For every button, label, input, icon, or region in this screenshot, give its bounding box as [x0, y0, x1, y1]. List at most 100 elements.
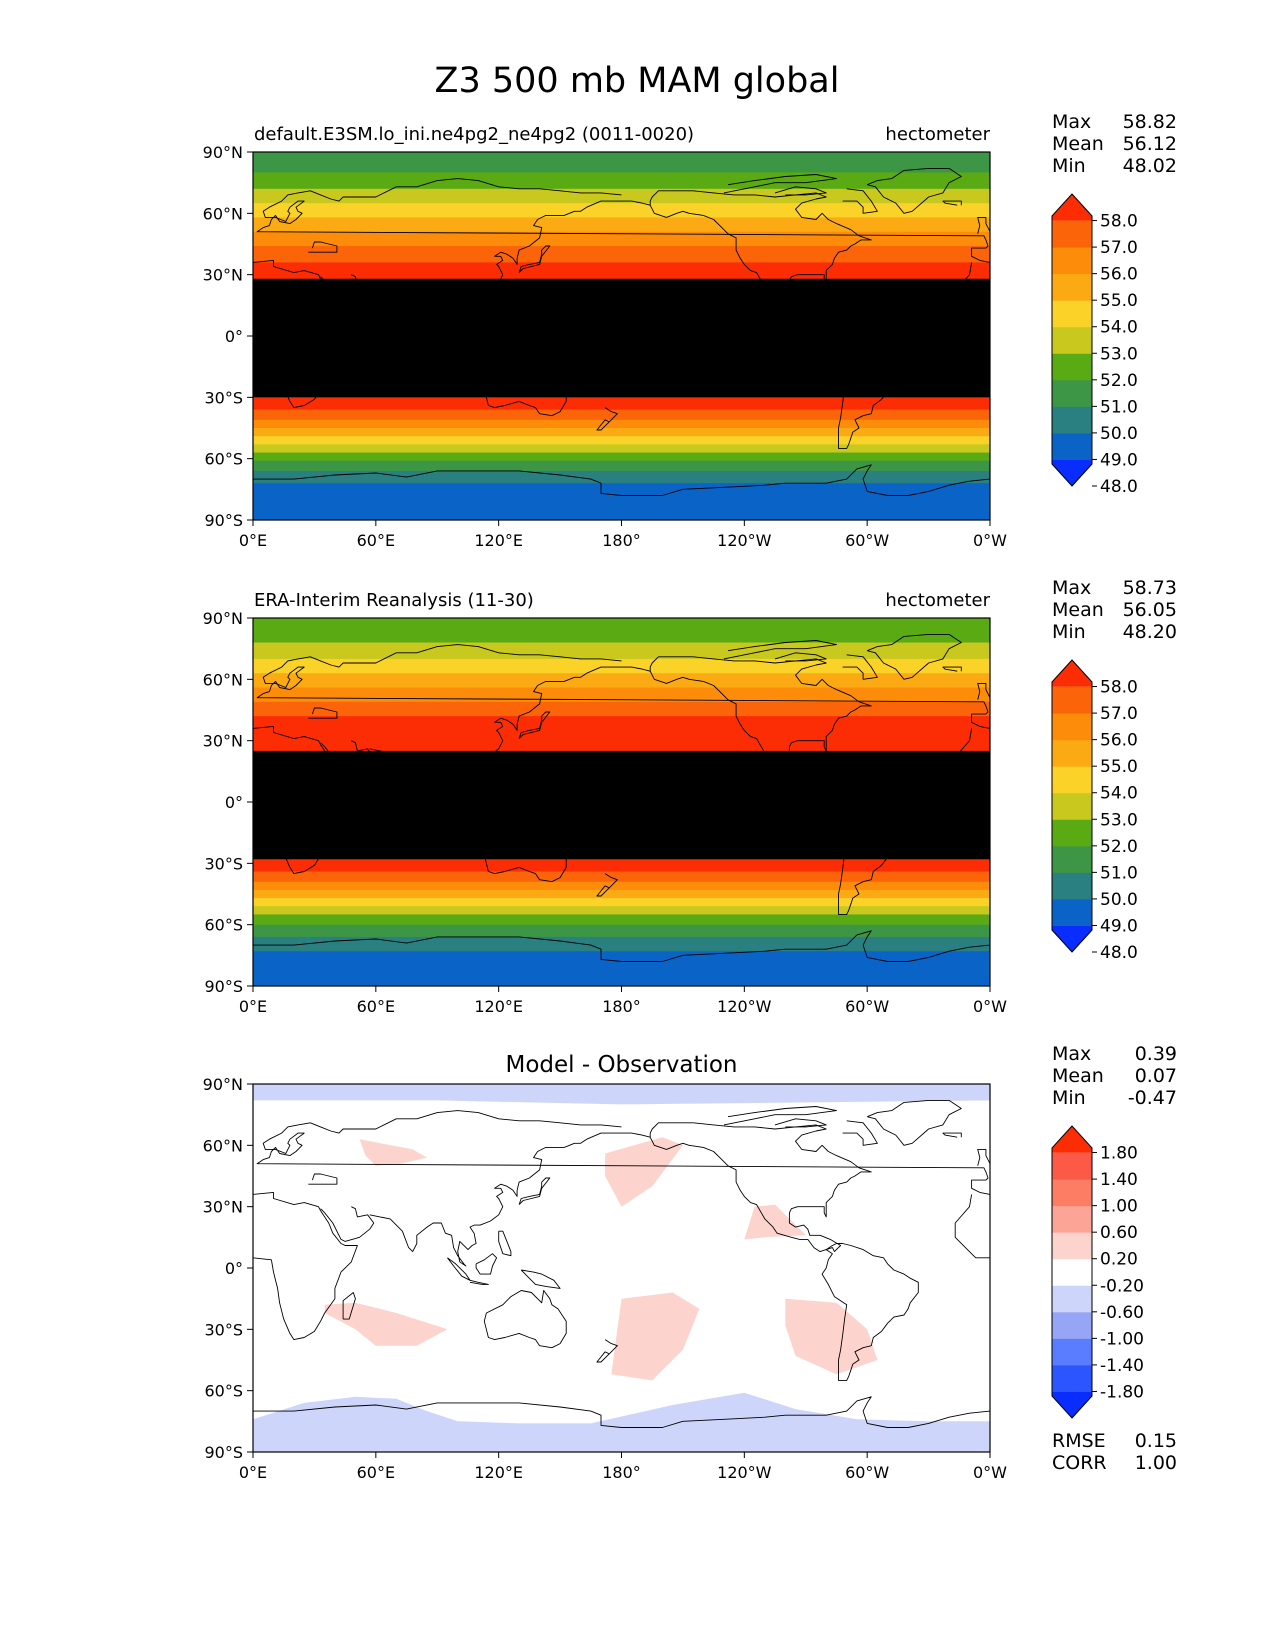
stat-label: Mean [1052, 1065, 1104, 1087]
y-tick-label: 60°N [203, 1136, 243, 1155]
coastline [253, 725, 358, 875]
panel-units: hectometer [885, 590, 990, 611]
coastline [518, 245, 551, 273]
stat-mean: 0.07 [1135, 1065, 1177, 1087]
colorbar-swatch [1052, 247, 1092, 275]
coastline [723, 174, 837, 194]
x-tick-label: 60°W [845, 997, 889, 1016]
stat-label: Mean [1052, 599, 1104, 621]
coastline [475, 321, 498, 343]
contour-band [253, 673, 990, 689]
contour-band [253, 924, 990, 938]
y-tick-label: 90°N [203, 1075, 243, 1094]
colorbar-label: 55.0 [1100, 291, 1138, 311]
contour-band [253, 152, 990, 174]
colorbar-label: 50.0 [1100, 890, 1138, 910]
coastline [369, 200, 651, 335]
anomaly-region [324, 1302, 448, 1346]
metric-label: CORR [1052, 1452, 1107, 1474]
coastline [723, 1106, 837, 1126]
coastline [498, 1230, 512, 1257]
coastline [342, 360, 356, 388]
colorbar-swatch [1052, 406, 1092, 434]
coastline [518, 1177, 551, 1205]
y-tick-label: 90°N [203, 609, 243, 628]
colorbar-label: -1.80 [1100, 1382, 1144, 1402]
colorbar-label: 57.0 [1100, 238, 1138, 258]
y-tick-label: 60°N [203, 670, 243, 689]
coastline [320, 274, 375, 310]
colorbar-label: 1.80 [1100, 1144, 1138, 1164]
colorbar-label: -1.40 [1100, 1356, 1144, 1376]
stat-min: -0.47 [1128, 1087, 1177, 1109]
coastline [867, 1099, 962, 1146]
coastline [942, 1132, 962, 1138]
colorbar-swatch [1052, 1126, 1092, 1153]
contour-band [253, 951, 990, 986]
colorbar-swatch [1052, 1179, 1092, 1207]
colorbar-swatch [1052, 273, 1092, 301]
contour-band [253, 419, 990, 429]
contour-band [253, 397, 990, 411]
coastline [475, 787, 498, 809]
coastline [596, 885, 610, 897]
colorbar-label: 56.0 [1100, 731, 1138, 751]
panel-title: ERA-Interim Reanalysis (11-30) [254, 590, 534, 611]
contour-band [253, 460, 990, 472]
coastline [942, 200, 962, 206]
x-tick-label: 120°E [474, 531, 523, 550]
coastline [649, 1122, 872, 1253]
contour-band [253, 618, 990, 644]
x-tick-label: 0°E [239, 1463, 267, 1482]
anomaly-region [359, 1139, 427, 1166]
x-tick-label: 120°E [474, 1463, 523, 1482]
coastline [520, 337, 561, 357]
colorbar-swatch [1052, 925, 1092, 952]
panel-title: Model - Observation [505, 1052, 737, 1078]
colorbar-label: 55.0 [1100, 757, 1138, 777]
metric-rmse: 0.15 [1135, 1430, 1177, 1452]
y-tick-label: 0° [225, 793, 243, 812]
contour-band [253, 262, 990, 280]
y-tick-label: 60°S [204, 1382, 243, 1401]
contour-band [253, 716, 990, 734]
coastline [256, 178, 990, 263]
y-tick-label: 0° [225, 327, 243, 346]
colorbar-swatch [1052, 686, 1092, 714]
colorbar-swatch [1052, 739, 1092, 767]
metric-corr: 1.00 [1135, 1452, 1177, 1474]
colorbar: 58.0 57.0 56.0 55.0 54.0 53.0 52.0 51.0 50.0 49.0… [1051, 659, 1138, 963]
x-tick-label: 60°E [357, 1463, 395, 1482]
x-tick-label: 180° [602, 531, 641, 550]
y-tick-label: 30°N [203, 266, 243, 285]
contour-band [253, 658, 990, 674]
colorbar-swatch [1052, 819, 1092, 847]
y-tick-label: 30°N [203, 1198, 243, 1217]
contour-band [253, 881, 990, 891]
x-tick-label: 120°W [717, 997, 772, 1016]
colorbar-swatch [1052, 432, 1092, 460]
contour-band [253, 428, 990, 437]
colorbar-label: 1.40 [1100, 1170, 1138, 1190]
coastline [342, 1292, 356, 1320]
stat-label: Max [1052, 577, 1091, 599]
x-tick-label: 0°W [973, 531, 1007, 550]
anomaly-region [611, 1292, 700, 1381]
contour-band [253, 483, 990, 520]
stat-min: 48.20 [1123, 621, 1177, 643]
coastline [649, 656, 872, 787]
coastline [821, 777, 919, 915]
x-tick-label: 120°E [474, 997, 523, 1016]
colorbar-swatch [1052, 792, 1092, 820]
coastline [821, 1243, 919, 1381]
colorbar-label: 1.00 [1100, 1197, 1138, 1217]
contour-band [253, 936, 990, 952]
colorbar-label: 49.0 [1100, 916, 1138, 936]
anomaly-region [605, 1137, 683, 1207]
colorbar-label: 0.20 [1100, 1250, 1138, 1270]
contour-band [253, 278, 990, 398]
colorbar-swatch [1052, 845, 1092, 873]
coastline [520, 803, 561, 823]
x-tick-label: 60°E [357, 997, 395, 1016]
colorbar-swatch [1052, 459, 1092, 486]
